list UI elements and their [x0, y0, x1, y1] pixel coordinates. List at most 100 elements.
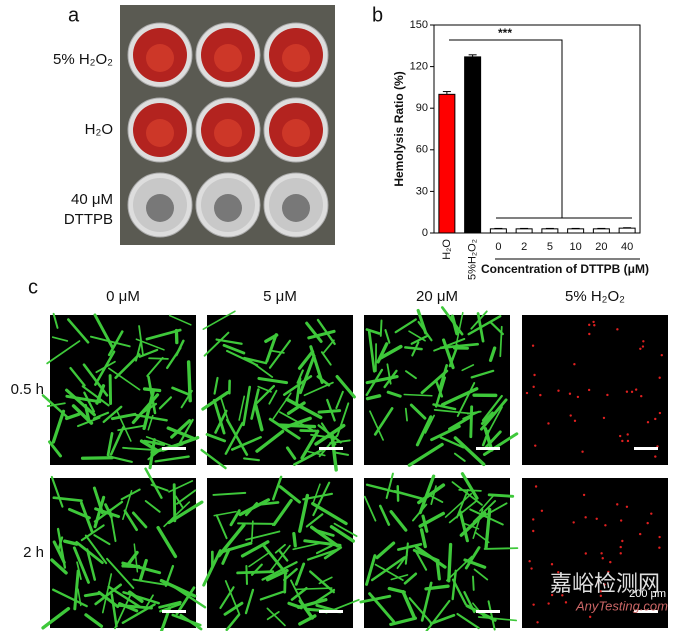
live-cell: [405, 347, 421, 349]
column-label: 20 μM: [416, 288, 458, 305]
dead-cell: [654, 418, 656, 420]
bar: [542, 229, 558, 233]
live-cell: [485, 548, 518, 549]
well-center: [214, 194, 242, 222]
well-center: [282, 44, 310, 72]
dead-cell: [620, 519, 622, 521]
well-center: [214, 119, 242, 147]
dead-cell: [541, 510, 543, 512]
bar: [516, 229, 532, 233]
dead-cell: [530, 567, 532, 569]
dead-cell: [547, 602, 549, 604]
dead-cell: [557, 390, 559, 392]
dead-cell: [640, 395, 642, 397]
dead-cell: [534, 444, 536, 446]
well-center: [146, 119, 174, 147]
dead-cell: [658, 547, 660, 549]
dead-cell: [603, 417, 605, 419]
annotation: ***: [498, 26, 512, 40]
dead-cell: [533, 374, 535, 376]
dead-cell: [592, 321, 594, 323]
watermark: 嘉峪检测网: [550, 572, 660, 597]
dead-cell: [627, 440, 629, 442]
dead-cell: [536, 621, 538, 623]
dead-cell: [647, 421, 649, 423]
well-center: [214, 44, 242, 72]
dead-cell: [650, 512, 652, 514]
panel-label: b: [372, 4, 383, 26]
dead-cell: [547, 422, 549, 424]
dead-cell: [588, 389, 590, 391]
column-label: 5% H₂O₂: [565, 288, 625, 305]
dead-cell: [654, 455, 656, 457]
live-cell: [294, 534, 295, 546]
row-label: 2 h: [23, 544, 44, 561]
dead-cell: [532, 518, 534, 520]
y-tick-label: 120: [410, 61, 428, 73]
panel-label: a: [68, 4, 80, 26]
scale-bar: [162, 610, 186, 613]
x-tick-label: 20: [595, 241, 607, 253]
dead-cell: [572, 521, 574, 523]
dead-cell: [581, 451, 583, 453]
dead-cell: [532, 386, 534, 388]
dead-cell: [589, 616, 591, 618]
x-tick-label: 0: [495, 241, 501, 253]
dead-cell: [570, 414, 572, 416]
bar: [439, 94, 455, 233]
dead-cell: [620, 552, 622, 554]
dead-cell: [604, 524, 606, 526]
dead-cell: [585, 552, 587, 554]
dead-cell: [616, 328, 618, 330]
micrograph: [522, 315, 668, 465]
dead-cell: [646, 522, 648, 524]
x-tick-label: H₂O: [441, 239, 453, 260]
dead-cell: [626, 506, 628, 508]
live-cell: [189, 362, 191, 401]
live-cell: [449, 545, 451, 581]
dead-cell: [606, 394, 608, 396]
dead-cell: [619, 435, 621, 437]
dead-cell: [661, 354, 663, 356]
well-center: [282, 119, 310, 147]
live-cell: [459, 490, 481, 491]
y-tick-label: 0: [422, 227, 428, 239]
dead-cell: [573, 363, 575, 365]
dead-cell: [584, 516, 586, 518]
watermark: AnyTesting.com: [575, 598, 668, 613]
row-label: 40 μM: [71, 191, 113, 208]
dead-cell: [588, 333, 590, 335]
row-label: 0.5 h: [11, 381, 44, 398]
live-cell: [471, 407, 472, 437]
row-label: H₂O: [85, 121, 113, 138]
dead-cell: [626, 391, 628, 393]
scale-bar: [634, 447, 658, 450]
bar: [619, 228, 635, 233]
row-label: DTTPB: [64, 211, 113, 228]
live-cell: [238, 523, 273, 524]
dead-cell: [596, 518, 598, 520]
dead-cell: [528, 560, 530, 562]
dead-cell: [621, 540, 623, 542]
bar: [568, 229, 584, 233]
dead-cell: [658, 536, 660, 538]
bar: [490, 229, 506, 233]
dead-cell: [602, 557, 604, 559]
x-tick-label: 2: [521, 241, 527, 253]
scale-bar: [476, 447, 500, 450]
scale-bar: [162, 447, 186, 450]
dead-cell: [539, 394, 541, 396]
dead-cell: [621, 440, 623, 442]
live-cell: [149, 358, 168, 359]
live-cell: [381, 321, 382, 336]
dead-cell: [532, 603, 534, 605]
dead-cell: [583, 494, 585, 496]
dead-cell: [627, 433, 629, 435]
y-tick-label: 60: [416, 144, 428, 156]
dead-cell: [620, 546, 622, 548]
dead-cell: [642, 340, 644, 342]
y-tick-label: 90: [416, 102, 428, 114]
well-center: [282, 194, 310, 222]
well-center: [146, 44, 174, 72]
